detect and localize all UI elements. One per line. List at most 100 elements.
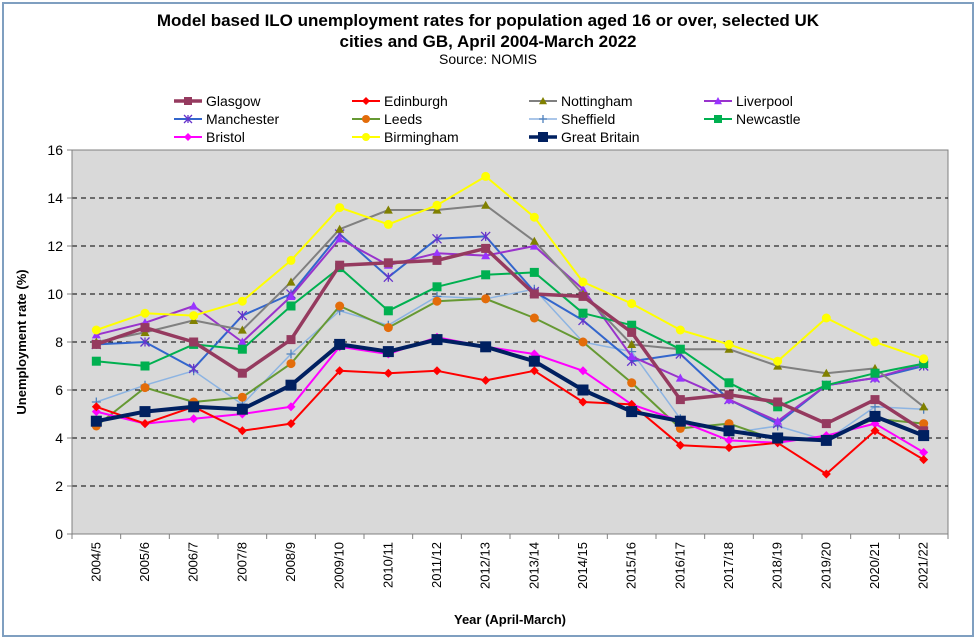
x-tick-label: 2005/6 xyxy=(137,542,152,582)
data-point-newcastle xyxy=(432,282,442,292)
data-point-birmingham xyxy=(481,171,491,181)
series-edinburgh xyxy=(91,366,929,479)
legend-label: Manchester xyxy=(206,111,279,127)
data-point-edinburgh xyxy=(724,443,734,453)
chart-canvas: Model based ILO unemployment rates for p… xyxy=(14,11,949,627)
data-point-edinburgh xyxy=(383,368,393,378)
data-point-great-britain xyxy=(334,338,346,350)
data-point-great-britain xyxy=(382,346,394,358)
data-point-newcastle xyxy=(140,361,150,371)
data-point-great-britain xyxy=(869,410,881,422)
series-line-nottingham xyxy=(96,204,925,408)
legend-label: Great Britain xyxy=(561,129,640,145)
plot-area xyxy=(71,149,949,535)
legend-entry-sheffield: Sheffield xyxy=(529,111,615,127)
data-point-birmingham xyxy=(627,299,637,309)
data-point-bristol xyxy=(724,435,734,445)
data-point-birmingham xyxy=(140,308,150,318)
data-point-newcastle xyxy=(773,402,783,412)
y-tick-label: 14 xyxy=(47,190,63,206)
data-point-birmingham xyxy=(773,356,783,366)
data-point-birmingham xyxy=(383,219,393,229)
legend-swatch-marker xyxy=(362,97,370,105)
x-tick-label: 2009/10 xyxy=(332,542,347,589)
legend-label: Newcastle xyxy=(736,111,801,127)
y-tick-label: 4 xyxy=(55,430,63,446)
x-tick-label: 2021/22 xyxy=(916,542,931,589)
data-point-great-britain xyxy=(528,355,540,367)
data-point-glasgow xyxy=(627,327,637,337)
data-point-birmingham xyxy=(870,337,880,347)
legend-entry-liverpool: Liverpool xyxy=(704,93,793,109)
data-point-leeds xyxy=(237,392,247,402)
y-tick-label: 8 xyxy=(55,334,63,350)
data-point-glasgow xyxy=(821,419,831,429)
data-point-birmingham xyxy=(821,313,831,323)
data-point-nottingham xyxy=(481,200,491,209)
series-line-manchester xyxy=(96,233,924,425)
data-point-great-britain xyxy=(577,384,589,396)
data-point-bristol xyxy=(286,402,296,412)
y-tick-label: 0 xyxy=(55,526,63,542)
data-point-nottingham xyxy=(821,368,831,377)
data-point-birmingham xyxy=(675,325,685,335)
data-point-great-britain xyxy=(723,425,735,437)
data-point-liverpool xyxy=(286,291,296,300)
data-point-glasgow xyxy=(724,390,734,400)
data-point-liverpool xyxy=(189,301,199,310)
data-point-glasgow xyxy=(335,260,345,270)
data-point-great-britain xyxy=(626,406,638,418)
legend-label: Sheffield xyxy=(561,111,615,127)
data-point-liverpool xyxy=(627,351,637,360)
series-line-great-britain xyxy=(95,337,925,443)
data-point-manchester xyxy=(188,363,199,374)
data-point-bristol xyxy=(578,366,588,376)
data-point-glasgow xyxy=(91,339,101,349)
legend-swatch-marker xyxy=(714,97,722,105)
series-layer xyxy=(90,171,930,479)
data-point-bristol xyxy=(919,447,929,457)
data-point-leeds xyxy=(432,296,442,306)
chart-title-line2: cities and GB, April 2004-March 2022 xyxy=(340,32,637,51)
data-point-birmingham xyxy=(286,255,296,265)
data-point-great-britain xyxy=(820,434,832,446)
legend-swatch-marker xyxy=(539,97,547,105)
data-point-glasgow xyxy=(432,255,442,265)
legend-entry-newcastle: Newcastle xyxy=(704,111,801,127)
legend-entry-edinburgh: Edinburgh xyxy=(352,93,448,109)
data-point-glasgow xyxy=(481,243,491,253)
data-point-edinburgh xyxy=(675,440,685,450)
y-tick-label: 2 xyxy=(55,478,63,494)
data-point-great-britain xyxy=(918,430,930,442)
data-point-newcastle xyxy=(675,344,685,354)
data-point-leeds xyxy=(578,337,588,347)
legend-swatch-marker xyxy=(362,133,370,141)
data-point-manchester xyxy=(140,337,150,347)
y-tick-label: 12 xyxy=(47,238,63,254)
data-point-great-britain xyxy=(139,406,151,418)
data-point-bristol xyxy=(91,407,101,417)
data-point-manchester xyxy=(237,310,248,321)
x-tick-label: 2015/16 xyxy=(624,542,639,589)
data-point-edinburgh xyxy=(821,469,831,479)
data-point-great-britain xyxy=(772,432,784,444)
data-point-nottingham xyxy=(529,236,539,245)
series-newcastle xyxy=(91,263,929,412)
data-point-leeds xyxy=(286,359,296,369)
data-point-liverpool xyxy=(335,234,345,243)
data-point-birmingham xyxy=(189,311,199,321)
data-point-edinburgh xyxy=(870,426,880,436)
data-point-edinburgh xyxy=(481,375,491,385)
x-tick-label: 2007/8 xyxy=(234,542,249,582)
legend-label: Birmingham xyxy=(384,129,459,145)
data-point-newcastle xyxy=(724,378,734,388)
legend-entry-nottingham: Nottingham xyxy=(529,93,633,109)
data-point-newcastle xyxy=(286,301,296,311)
y-tick-label: 10 xyxy=(47,286,63,302)
data-point-newcastle xyxy=(578,308,588,318)
data-point-glasgow xyxy=(237,368,247,378)
data-point-glasgow xyxy=(529,289,539,299)
data-point-manchester xyxy=(383,272,394,283)
data-point-nottingham xyxy=(335,224,345,233)
